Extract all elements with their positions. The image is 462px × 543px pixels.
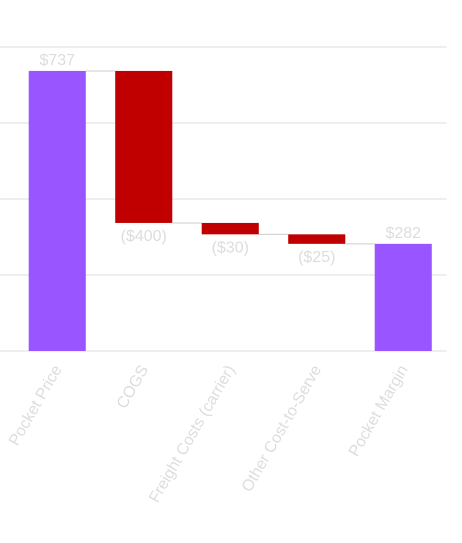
- x-tick-label: Freight Costs (carrier): [146, 363, 239, 506]
- value-label: ($30): [212, 239, 249, 256]
- bar: [288, 234, 346, 244]
- value-label: $282: [385, 225, 421, 242]
- bar: [374, 243, 432, 351]
- bar: [201, 222, 259, 235]
- x-tick-label: Pocket Price: [6, 362, 66, 448]
- bar: [115, 70, 173, 223]
- value-label: ($400): [121, 228, 167, 245]
- x-tick-label: Pocket Margin: [346, 363, 412, 460]
- value-label: ($25): [298, 249, 335, 266]
- x-tick-label: COGS: [114, 363, 152, 412]
- x-tick-label: Other Cost-to-Serve: [239, 362, 325, 495]
- value-label: $737: [39, 52, 75, 69]
- bar: [28, 70, 86, 351]
